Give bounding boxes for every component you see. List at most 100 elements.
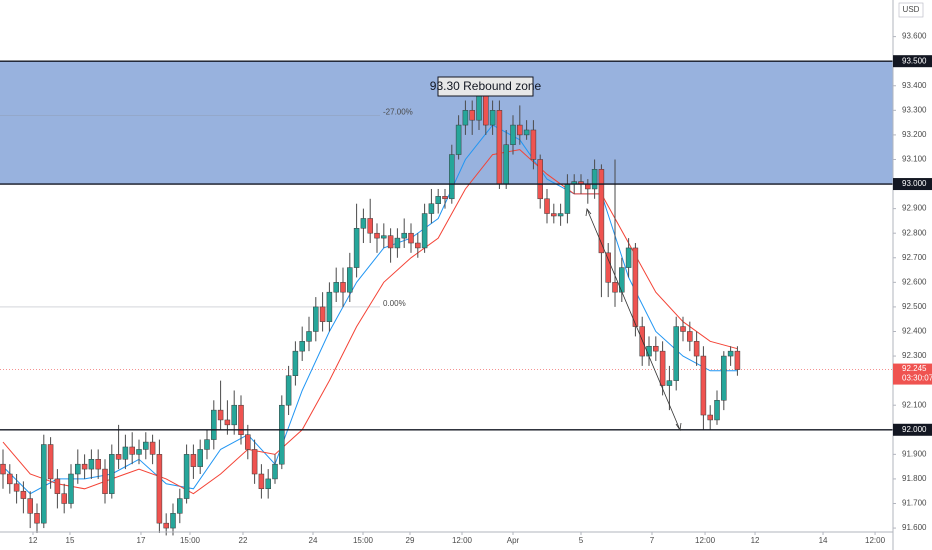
level-label: 92.000 <box>902 425 927 434</box>
candle-body <box>299 341 305 352</box>
candle-body <box>455 124 462 155</box>
y-tick-label: 91.800 <box>902 474 927 483</box>
candle-body <box>285 375 292 406</box>
candle-body <box>217 409 224 421</box>
x-tick-label: 12:00 <box>865 536 886 545</box>
candle-body <box>224 419 231 426</box>
fib-label: 0.00% <box>383 299 406 308</box>
x-tick-label: 12 <box>751 536 760 545</box>
candle-body <box>13 483 20 492</box>
candle-body <box>612 282 618 293</box>
candle-body <box>496 110 503 185</box>
candle-body <box>687 331 693 342</box>
candle-body <box>727 350 734 357</box>
candle-body <box>190 454 197 467</box>
candle-body <box>632 247 639 327</box>
x-tick-label: 14 <box>819 536 828 545</box>
candle-body <box>265 478 271 490</box>
annotation-box <box>437 76 534 97</box>
candle-body <box>734 350 741 370</box>
y-tick-label: 93.600 <box>902 32 927 41</box>
y-tick-label: 93.400 <box>902 81 927 90</box>
candle-body <box>115 454 122 460</box>
x-tick-label: 22 <box>239 536 248 545</box>
candle-body <box>693 341 700 357</box>
candle-body <box>177 498 183 514</box>
last-price-label: 92.245 <box>902 364 927 373</box>
candle-body <box>537 159 543 200</box>
candle-body <box>163 522 169 529</box>
candle-body <box>61 493 67 504</box>
candle-body <box>81 463 88 470</box>
candle-body <box>7 473 13 485</box>
candle-body <box>183 454 190 499</box>
level-label: 93.500 <box>902 56 927 65</box>
candle-body <box>353 228 360 268</box>
candle-body <box>27 498 33 514</box>
candle-body <box>347 267 353 293</box>
candle-body <box>170 513 176 529</box>
candle-body <box>313 306 319 332</box>
candle-body <box>673 326 679 381</box>
price-axis-bg <box>893 0 932 550</box>
y-tick-label: 93.100 <box>902 155 927 164</box>
candle-body <box>20 490 27 499</box>
candle-body <box>68 473 74 504</box>
candle-body <box>653 345 659 352</box>
candle-body <box>340 282 346 293</box>
y-tick-label: 91.900 <box>902 449 927 458</box>
y-tick-label: 92.700 <box>902 253 927 262</box>
candle-body <box>510 124 516 145</box>
candle-body <box>503 144 509 185</box>
candle-body <box>394 237 401 249</box>
candle-body <box>469 110 475 121</box>
candle-body <box>489 110 496 126</box>
currency-box <box>898 2 924 18</box>
candle-body <box>245 434 251 450</box>
candle-body <box>598 169 605 254</box>
level-label-box <box>893 178 932 191</box>
candle-body <box>666 380 673 386</box>
x-tick-label: 15:00 <box>353 536 374 545</box>
candle-body <box>122 446 129 460</box>
x-tick-label: 17 <box>137 536 146 545</box>
x-tick-label: 24 <box>309 536 318 545</box>
y-tick-label: 92.600 <box>902 277 927 286</box>
candle-body <box>523 129 530 136</box>
candle-body <box>517 124 523 136</box>
x-tick-label: Apr <box>507 536 520 545</box>
candle-body <box>700 355 707 416</box>
candle-body <box>204 439 210 450</box>
y-tick-label: 92.300 <box>902 351 927 360</box>
candle-body <box>272 463 278 480</box>
candle-body <box>449 154 455 200</box>
annotation: 93.30 Rebound zone <box>430 79 542 93</box>
x-tick-label: 12:00 <box>452 536 473 545</box>
x-tick-label: 5 <box>579 536 584 545</box>
candle-body <box>442 196 448 200</box>
candle-body <box>585 183 591 190</box>
candle-body <box>401 232 407 239</box>
candle-body <box>360 218 367 229</box>
candle-body <box>605 252 611 283</box>
candle-body <box>231 404 237 426</box>
candle-body <box>326 291 333 322</box>
x-tick-label: 12:00 <box>695 536 716 545</box>
x-tick-label: 7 <box>650 536 655 545</box>
candle-body <box>292 350 299 376</box>
y-tick-label: 92.100 <box>902 400 927 409</box>
x-tick-label: 15:00 <box>180 536 201 545</box>
level-label: 93.000 <box>902 179 927 188</box>
candle-body <box>625 247 632 268</box>
y-tick-label: 93.200 <box>902 130 927 139</box>
currency-label: USD <box>903 5 920 14</box>
candle-body <box>156 454 163 524</box>
candle-body <box>557 213 564 217</box>
candle-body <box>54 478 61 494</box>
candle-body <box>428 203 435 214</box>
level-label-box <box>893 55 932 68</box>
x-tick-label: 15 <box>66 536 75 545</box>
candle-body <box>95 459 101 470</box>
candle-body <box>143 441 149 450</box>
